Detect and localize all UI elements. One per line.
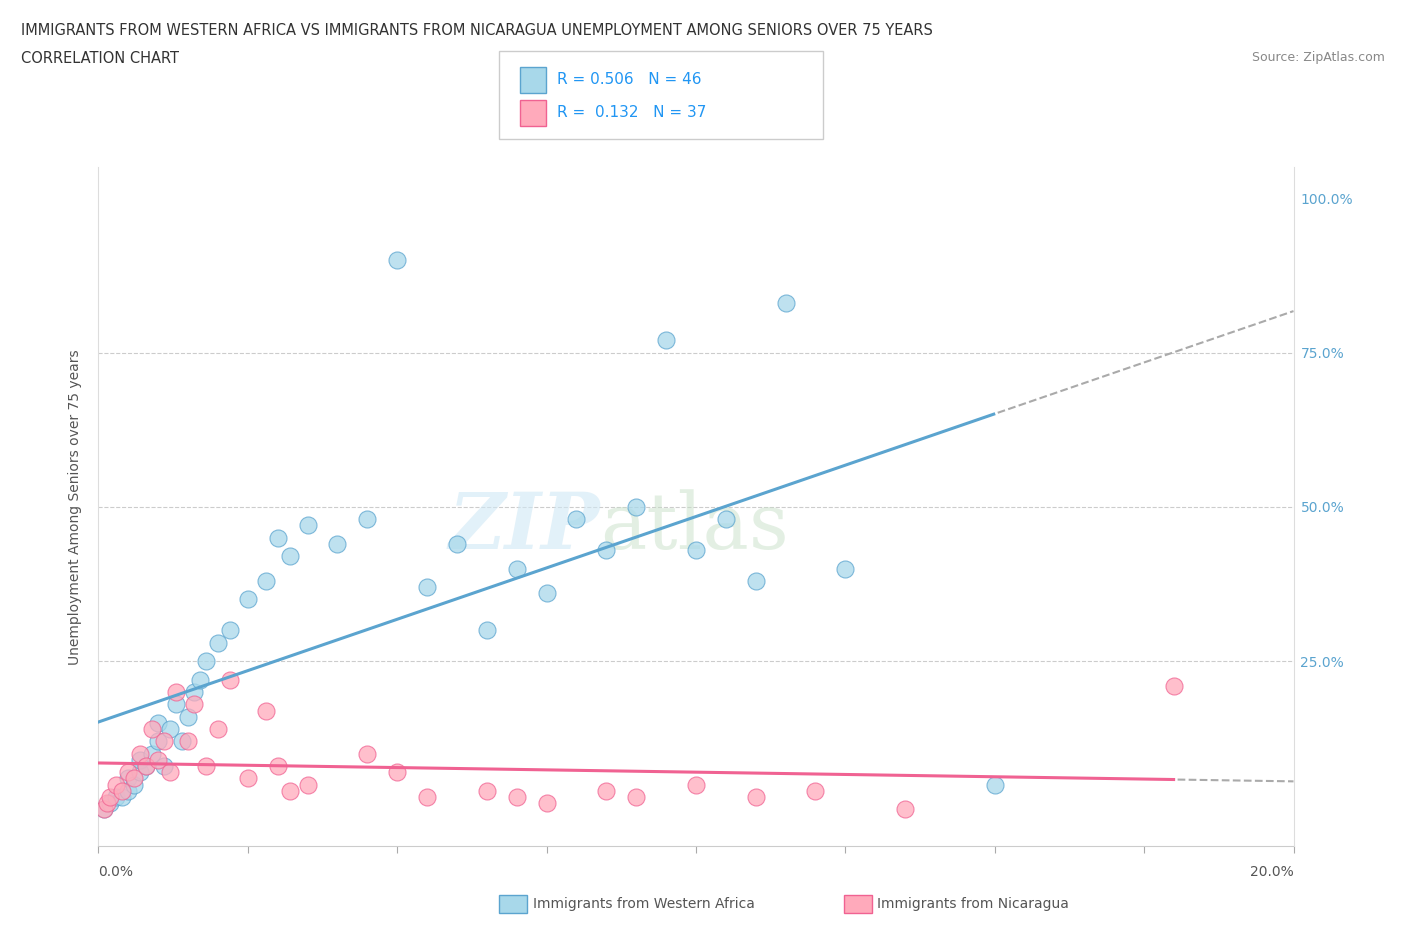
Point (117, 764, 139, 779)
Point (100, 790, 122, 804)
Point (148, 752, 170, 767)
Point (267, 530, 290, 545)
Point (177, 734, 200, 749)
Point (188, 672, 211, 687)
Point (117, 783, 139, 798)
Point (93, 802, 115, 817)
Point (326, 537, 349, 551)
Point (183, 697, 205, 711)
Y-axis label: Unemployment Among Seniors over 75 years: Unemployment Among Seniors over 75 years (69, 349, 83, 665)
Point (117, 771, 139, 786)
Point (153, 734, 176, 749)
Point (129, 746, 152, 761)
Point (267, 759, 290, 774)
Point (148, 734, 170, 749)
Point (105, 777, 128, 792)
Point (165, 684, 187, 699)
Point (111, 783, 134, 798)
Point (356, 746, 378, 761)
Point (356, 512, 378, 526)
Point (506, 561, 529, 576)
Text: CORRELATION CHART: CORRELATION CHART (21, 51, 179, 66)
Point (416, 579, 439, 594)
Text: IMMIGRANTS FROM WESTERN AFRICA VS IMMIGRANTS FROM NICARAGUA UNEMPLOYMENT AMONG S: IMMIGRANTS FROM WESTERN AFRICA VS IMMIGR… (21, 23, 934, 38)
Point (141, 746, 163, 761)
Point (111, 790, 134, 804)
Point (446, 537, 468, 551)
Point (124, 771, 146, 786)
Point (96, 796, 118, 811)
Point (775, 296, 797, 311)
Point (536, 586, 558, 601)
Point (297, 518, 319, 533)
Text: Immigrants from Nicaragua: Immigrants from Nicaragua (877, 897, 1069, 911)
Point (745, 790, 768, 804)
Point (536, 796, 558, 811)
Point (278, 783, 301, 798)
Point (834, 561, 856, 576)
Text: 0.0%: 0.0% (98, 865, 134, 879)
Text: Source: ZipAtlas.com: Source: ZipAtlas.com (1251, 51, 1385, 64)
Point (195, 654, 218, 669)
Text: 20.0%: 20.0% (1250, 865, 1294, 879)
Point (159, 722, 181, 737)
Point (745, 574, 768, 589)
Point (894, 802, 917, 817)
Point (236, 771, 259, 786)
Point (93, 802, 115, 817)
Point (626, 499, 648, 514)
Point (254, 574, 277, 589)
Text: R = 0.506   N = 46: R = 0.506 N = 46 (557, 73, 702, 87)
Point (655, 333, 678, 348)
Point (236, 592, 259, 607)
Point (165, 697, 187, 711)
Point (124, 777, 146, 792)
Point (183, 684, 205, 699)
Point (385, 253, 409, 268)
Point (278, 549, 301, 564)
Point (219, 672, 242, 687)
Point (714, 512, 737, 526)
Point (219, 623, 242, 638)
Point (159, 764, 181, 779)
Point (129, 752, 152, 767)
Point (595, 542, 617, 557)
Point (385, 764, 409, 779)
Text: Immigrants from Western Africa: Immigrants from Western Africa (533, 897, 755, 911)
Point (475, 783, 498, 798)
Point (148, 715, 170, 730)
Text: R =  0.132   N = 37: R = 0.132 N = 37 (557, 105, 706, 120)
Point (177, 710, 200, 724)
Point (207, 635, 229, 650)
Point (685, 542, 707, 557)
Point (565, 512, 588, 526)
Point (1163, 678, 1185, 693)
Text: ZIP: ZIP (449, 489, 600, 565)
Point (685, 777, 707, 792)
Point (475, 623, 498, 638)
Point (207, 722, 229, 737)
Point (254, 703, 277, 718)
Point (984, 777, 1007, 792)
Point (100, 796, 122, 811)
Point (416, 790, 439, 804)
Point (804, 783, 827, 798)
Point (626, 790, 648, 804)
Point (595, 783, 617, 798)
Point (105, 790, 128, 804)
Point (153, 759, 176, 774)
Point (195, 759, 218, 774)
Point (141, 722, 163, 737)
Point (135, 759, 157, 774)
Point (506, 790, 529, 804)
Point (297, 777, 319, 792)
Point (129, 764, 152, 779)
Point (135, 759, 157, 774)
Point (172, 734, 194, 749)
Text: atlas: atlas (600, 489, 789, 565)
